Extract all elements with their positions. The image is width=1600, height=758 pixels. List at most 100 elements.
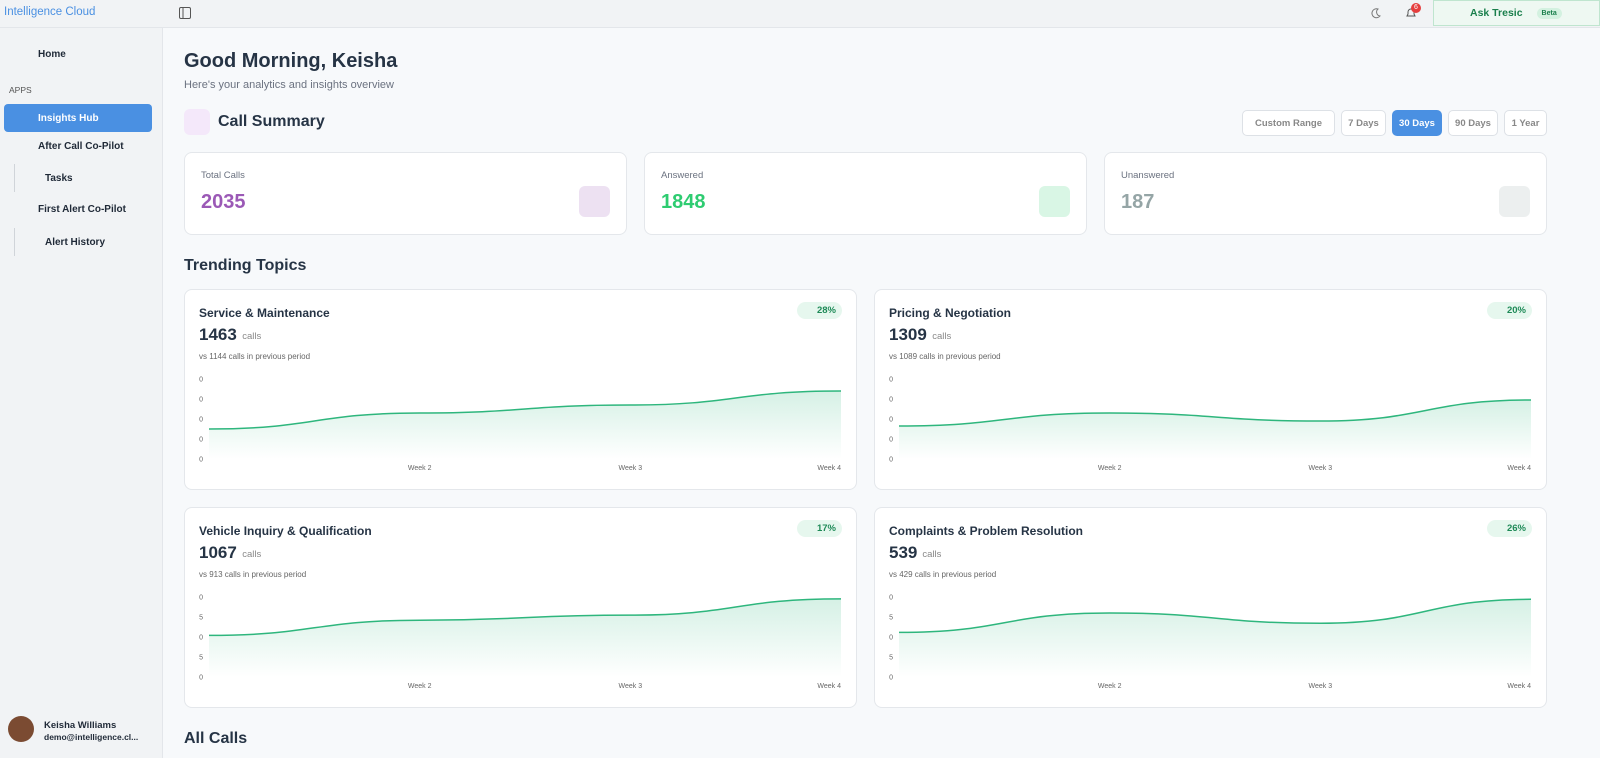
- ask-button[interactable]: Ask Tresic Beta: [1433, 0, 1600, 26]
- calls-unit: calls: [242, 331, 262, 342]
- x-tick-label: Week 4: [1507, 465, 1531, 472]
- x-tick-label: Week 4: [817, 465, 841, 472]
- calls-unit: calls: [932, 331, 952, 342]
- stat-value: 187: [1121, 191, 1155, 213]
- nav-item[interactable]: After Call Co-Pilot: [38, 140, 124, 152]
- stat-card: Total Calls 2035: [184, 152, 627, 235]
- y-tick-label: 200: [889, 417, 893, 424]
- range-button[interactable]: 30 Days: [1392, 110, 1442, 136]
- x-tick-label: Week 4: [1507, 683, 1531, 690]
- stat-icon: [1039, 186, 1070, 217]
- sidebar: Home APPS Keisha Williams demo@intellige…: [0, 28, 163, 758]
- calls-unit: calls: [922, 549, 942, 560]
- y-tick-label: 0: [889, 457, 893, 464]
- stat-value: 2035: [201, 191, 246, 213]
- section-title: All Calls: [184, 730, 248, 747]
- topic-card: Service & Maintenance 28% 1463 calls vs 1144…: [184, 289, 857, 490]
- y-tick-label: 75: [199, 655, 203, 662]
- area: [899, 599, 1531, 677]
- nav-item[interactable]: Alert History: [14, 228, 162, 256]
- y-tick-label: 300: [889, 397, 893, 404]
- topic-card: Vehicle Inquiry & Qualification 17% 1067 ca…: [184, 507, 857, 708]
- x-tick-label: Week 4: [817, 683, 841, 690]
- change-badge: 26%: [1486, 520, 1532, 537]
- y-tick-label: 100: [199, 437, 203, 444]
- stat-label: Answered: [661, 170, 704, 181]
- stat-card: Answered 1848: [644, 152, 1087, 235]
- top-bar: Intelligence Cloud 6 Ask Tresic Beta: [0, 0, 1600, 28]
- topic-card: Complaints & Problem Resolution 26% 539 cal…: [874, 507, 1547, 708]
- subtitle: Here's your analytics and insights overv…: [184, 79, 394, 91]
- nav-item[interactable]: Tasks: [14, 164, 162, 192]
- y-tick-label: 35: [889, 655, 893, 662]
- line: [898, 399, 1532, 427]
- theme-icon[interactable]: [1370, 7, 1382, 19]
- y-tick-label: 300: [199, 397, 203, 404]
- topic-name: Vehicle Inquiry & Qualification: [199, 524, 372, 538]
- collapse-icon[interactable]: [178, 6, 192, 20]
- topic-calls: 539: [889, 543, 918, 562]
- nav-home[interactable]: Home: [38, 48, 66, 60]
- y-tick-label: 200: [199, 417, 203, 424]
- x-tick-label: Week 3: [619, 465, 643, 472]
- nav-item[interactable]: First Alert Co-Pilot: [38, 203, 126, 215]
- beta-tag: Beta: [1536, 7, 1562, 19]
- y-tick-label: 400: [199, 377, 203, 384]
- y-tick-label: 150: [199, 635, 203, 642]
- mini-chart: 0 75 150 225 300 Week 2 Week 3 Week 4: [199, 595, 842, 691]
- stat-icon: [1499, 186, 1530, 217]
- topic-card: Pricing & Negotiation 20% 1309 calls vs 1089…: [874, 289, 1547, 490]
- range-button[interactable]: 1 Year: [1504, 110, 1547, 136]
- x-tick-label: Week 3: [619, 683, 643, 690]
- section-label: APPS: [9, 85, 32, 95]
- x-tick-label: Week 2: [408, 465, 432, 472]
- nav-item[interactable]: Insights Hub: [4, 104, 152, 132]
- change-badge: 20%: [1486, 302, 1532, 319]
- y-tick-label: 140: [889, 595, 893, 602]
- greeting: Good Morning, Keisha: [184, 50, 398, 72]
- previous-period: vs 1144 calls in previous period: [199, 352, 311, 361]
- user-email: demo@intelligence.cl...: [44, 732, 139, 742]
- y-tick-label: 400: [889, 377, 893, 384]
- previous-period: vs 1089 calls in previous period: [889, 352, 1001, 361]
- stat-value: 1848: [661, 191, 706, 213]
- stat-card: Unanswered 187: [1104, 152, 1547, 235]
- y-tick-label: 105: [889, 615, 893, 622]
- y-tick-label: 300: [199, 595, 203, 602]
- line: [208, 598, 842, 637]
- line: [898, 598, 1532, 634]
- previous-period: vs 913 calls in previous period: [199, 570, 307, 579]
- line: [208, 390, 842, 430]
- topic-name: Complaints & Problem Resolution: [889, 524, 1084, 538]
- summary-icon: [184, 109, 210, 135]
- y-tick-label: 225: [199, 615, 203, 622]
- stat-icon: [579, 186, 610, 217]
- change-badge: 28%: [796, 302, 842, 319]
- section-title: Call Summary: [218, 113, 325, 130]
- stat-label: Total Calls: [201, 170, 245, 181]
- previous-period: vs 429 calls in previous period: [889, 570, 997, 579]
- topic-calls: 1309: [889, 325, 927, 344]
- x-tick-label: Week 2: [408, 683, 432, 690]
- topic-calls: 1067: [199, 543, 237, 562]
- mini-chart: 0 100 200 300 400 Week 2 Week 3 Week 4: [199, 377, 842, 473]
- topic-name: Service & Maintenance: [199, 306, 330, 320]
- range-button[interactable]: Custom Range: [1242, 110, 1335, 136]
- y-tick-label: 100: [889, 437, 893, 444]
- x-tick-label: Week 2: [1098, 465, 1122, 472]
- y-tick-label: 0: [199, 457, 203, 464]
- range-button[interactable]: 7 Days: [1341, 110, 1386, 136]
- section-title: Trending Topics: [184, 257, 307, 274]
- area: [209, 391, 841, 459]
- range-button[interactable]: 90 Days: [1448, 110, 1498, 136]
- stat-label: Unanswered: [1121, 170, 1175, 181]
- area: [209, 598, 841, 677]
- x-tick-label: Week 3: [1309, 465, 1333, 472]
- topic-name: Pricing & Negotiation: [889, 306, 1012, 320]
- topic-calls: 1463: [199, 325, 237, 344]
- x-tick-label: Week 2: [1098, 683, 1122, 690]
- y-tick-label: 0: [889, 675, 893, 682]
- calls-unit: calls: [242, 549, 262, 560]
- mini-chart: 0 100 200 300 400 Week 2 Week 3 Week 4: [889, 377, 1532, 473]
